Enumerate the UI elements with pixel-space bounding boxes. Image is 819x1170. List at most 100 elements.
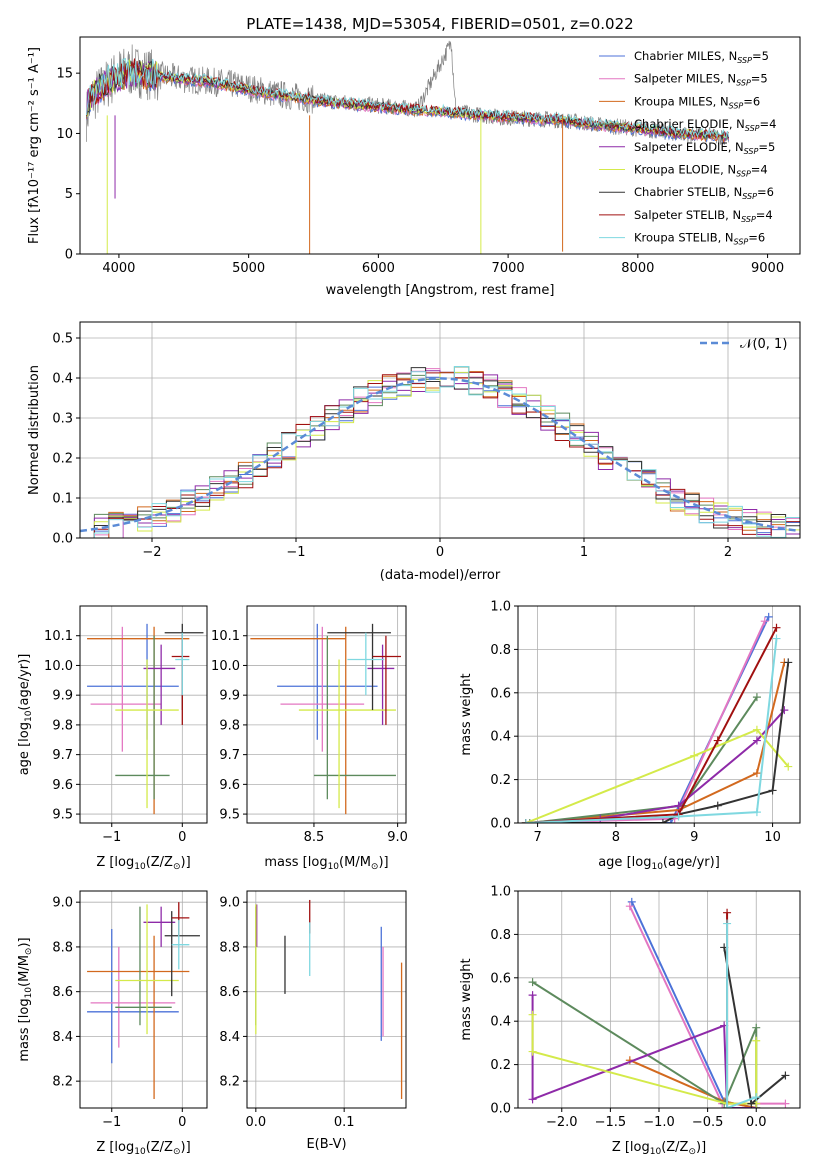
x-tick-label: −1: [102, 1115, 121, 1130]
x-tick-label: 8.5: [304, 830, 325, 845]
spectrum-x-axis-label: wavelength [Angstrom, rest frame]: [326, 283, 555, 298]
mass-weight-marker: [528, 1095, 537, 1104]
y-tick-label: 9.9: [52, 689, 73, 704]
mass-weight-line: [531, 995, 757, 1108]
massweight_vs_age-marks: [521, 612, 793, 823]
mass-weight-line: [525, 662, 790, 823]
legend-entry-label: Chabrier MILES, NSSP=5: [634, 49, 769, 65]
mass-weight-marker: [747, 1099, 756, 1108]
mass-weight-marker: [760, 617, 769, 626]
residual-histogram-step: [80, 365, 800, 538]
errorbar-point: [164, 623, 204, 711]
massweight_vs_age-axes: 7 8 9 10 0.0 0.2 0.4 0.6 0.8 1.0 age [log10(age/yr…: [459, 600, 801, 872]
y-tick-label: 8.8: [52, 940, 73, 955]
mass-weight-marker: [723, 919, 732, 928]
y-tick-label: 9.8: [219, 718, 240, 733]
mass-weight-line: [525, 709, 786, 823]
legend-entry-label: 𝒩(0, 1): [740, 337, 787, 352]
massweight_vs_age-y-axis-label: mass weight: [459, 673, 474, 755]
x-tick-label: 0: [178, 1115, 186, 1130]
mass-weight-marker: [752, 693, 761, 702]
axes-frame: [79, 890, 208, 1109]
mass-weight-marker: [713, 801, 722, 810]
y-tick-label: 10: [56, 127, 73, 142]
massweight_vs_age-x-axis-label: age [log10(age/yr)]: [598, 855, 720, 872]
y-tick-label: 0.1: [52, 492, 73, 507]
mass_vs_EBV-x-axis-label: E(B-V): [306, 1137, 346, 1152]
legend-entry-label: Chabrier STELIB, NSSP=6: [634, 185, 774, 201]
spectrum-legend: Chabrier MILES, NSSP=5 Salpeter MILES, NS…: [599, 49, 776, 247]
mass-weight-marker: [772, 634, 781, 643]
massweight_vs_Z-x-axis-label: Z [log10(Z/Z⊙)]: [612, 1140, 706, 1157]
errorbar-point: [347, 632, 385, 696]
massweight_vs_Z-y-axis-label: mass weight: [459, 958, 474, 1040]
errorbar-point: [175, 632, 190, 696]
mass-weight-marker: [528, 1010, 537, 1019]
errorbar-point: [171, 635, 190, 725]
mass-weight-marker: [713, 736, 722, 745]
y-tick-label: 0.4: [490, 730, 511, 745]
residuals-x-axis-label: (data-model)/error: [380, 568, 501, 583]
x-tick-label: −1.5: [595, 1115, 627, 1130]
x-tick-label: 0: [178, 830, 186, 845]
mass-weight-line: [532, 981, 758, 1108]
mass-weight-marker: [528, 1047, 537, 1056]
x-tick-label: 9.0: [387, 830, 408, 845]
y-tick-label: 0.0: [52, 532, 73, 547]
x-tick-label: 2: [724, 545, 732, 560]
legend-entry-label: Salpeter STELIB, NSSP=4: [634, 208, 773, 224]
y-tick-label: 0.6: [490, 971, 511, 986]
axes-frame: [246, 890, 407, 1109]
x-tick-label: 0.1: [334, 1115, 355, 1130]
x-tick-label: 8: [612, 830, 620, 845]
x-tick-label: 9: [690, 830, 698, 845]
mass-weight-marker: [674, 801, 683, 810]
errorbar-point: [298, 659, 396, 809]
age_vs_Z-axes: −1 0 9.5 9.6 9.7 9.8 9.9 10.0 10.1 Z [log10(Z/Z⊙)…: [17, 605, 208, 872]
mass-weight-marker: [690, 751, 699, 760]
y-tick-label: 8.2: [52, 1075, 73, 1090]
residuals-axes: −2 −1 0 1 2 0.0 0.1 0.2 0.3 0.4 0.5 (data-model)/er…: [27, 321, 801, 583]
y-tick-label: 1.0: [490, 600, 511, 615]
x-tick-label: 0: [436, 545, 444, 560]
x-tick-label: 8000: [621, 261, 654, 276]
age_vs_Z-x-axis-label: Z [log10(Z/Z⊙)]: [96, 855, 190, 872]
mass-weight-marker: [752, 769, 761, 778]
errorbar-point: [171, 920, 190, 970]
mass-weight-marker: [752, 1093, 761, 1102]
normal-distribution-curve: [80, 377, 800, 533]
mass-weight-marker: [521, 819, 530, 823]
y-tick-label: 9.5: [52, 808, 73, 823]
errorbar-point: [115, 659, 179, 809]
mass-weight-marker: [625, 902, 634, 911]
age_vs_Z-marks: [87, 623, 204, 815]
residuals-y-axis-label: Normed distribution: [27, 365, 42, 495]
mass_vs_EBV-axes: 0.0 0.1 8.2 8.4 8.6 8.8 9.0 E(B-V): [219, 890, 407, 1152]
mass-weight-marker: [752, 1023, 761, 1032]
x-tick-label: 7000: [492, 261, 525, 276]
mass_vs_Z-axes: −1 0 8.2 8.4 8.6 8.8 9.0 Z [log10(Z/Z⊙)] mass [l…: [17, 890, 208, 1157]
errorbar-point: [115, 635, 170, 800]
y-tick-label: 5: [65, 187, 73, 202]
mass-weight-line: [525, 638, 778, 823]
mass-weight-marker: [752, 808, 761, 817]
mass-weight-line: [630, 901, 757, 1108]
y-tick-label: 9.6: [219, 778, 240, 793]
age_vs_mass-x-axis-label: mass [log10(M/M⊙)]: [264, 855, 388, 872]
mass-weight-marker: [723, 1104, 732, 1108]
legend-entry-label: Kroupa ELODIE, NSSP=4: [634, 163, 768, 179]
mass-weight-marker: [781, 1071, 790, 1080]
mass-weight-line: [525, 662, 786, 823]
mass-weight-marker: [525, 819, 534, 823]
x-tick-label: 10: [764, 830, 781, 845]
mass-weight-marker: [658, 819, 667, 823]
mass-weight-marker: [674, 812, 683, 821]
y-tick-label: 9.0: [52, 896, 73, 911]
errorbar-point: [250, 626, 347, 815]
errorbar-point: [115, 904, 179, 1035]
y-tick-label: 9.5: [219, 808, 240, 823]
mass_vs_Z-x-axis-label: Z [log10(Z/Z⊙)]: [96, 1140, 190, 1157]
legend-entry-label: Kroupa STELIB, NSSP=6: [634, 231, 765, 247]
mass-weight-line: [531, 1014, 758, 1105]
